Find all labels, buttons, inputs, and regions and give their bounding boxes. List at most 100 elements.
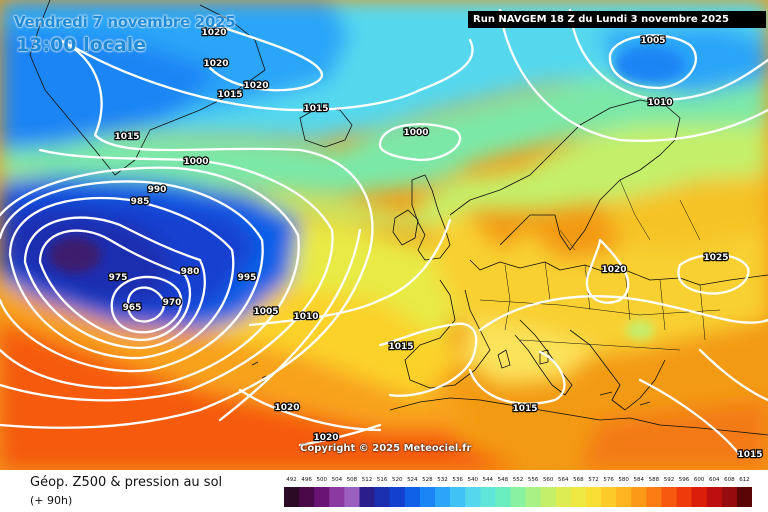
legend-swatch bbox=[706, 487, 723, 507]
legend-swatch bbox=[510, 487, 526, 507]
isobar-1020-north bbox=[208, 23, 324, 92]
isobar-label: 1010 bbox=[647, 98, 672, 108]
legend-swatch bbox=[299, 487, 315, 507]
model-run-banner: Run NAVGEM 18 Z du Lundi 3 novembre 2025 bbox=[468, 11, 766, 28]
forecast-lead-time: (+ 90h) bbox=[30, 494, 73, 507]
legend-label: 536 bbox=[452, 477, 463, 483]
north-africa-coast bbox=[389, 397, 768, 436]
greenland-coast bbox=[29, 0, 266, 176]
iceland-coast bbox=[299, 107, 353, 148]
isobar-1010-ne bbox=[568, 8, 768, 102]
isobar-990 bbox=[0, 180, 264, 373]
isobar-label: 1020 bbox=[203, 59, 228, 69]
forecast-map: 1020 1020 1020 1015 1015 1015 1000 1000 … bbox=[0, 0, 768, 470]
isobar-1005-ne bbox=[608, 34, 697, 90]
isobar-label: 1015 bbox=[737, 450, 762, 460]
geopotential-field bbox=[0, 0, 768, 470]
legend-swatch bbox=[450, 487, 466, 507]
legend-swatch bbox=[736, 487, 752, 507]
legend-swatch bbox=[389, 487, 406, 507]
legend-label: 548 bbox=[497, 477, 509, 483]
legend-swatch bbox=[495, 487, 511, 507]
iberia-coast bbox=[404, 279, 491, 389]
legend-swatch bbox=[721, 487, 738, 507]
great-britain-coast bbox=[411, 174, 451, 261]
legend-swatch bbox=[359, 487, 375, 507]
legend-label: 608 bbox=[724, 477, 735, 483]
legend-swatch bbox=[646, 487, 662, 507]
legend-label: 504 bbox=[331, 477, 343, 483]
isobar-1020-east bbox=[585, 238, 630, 304]
isobar-label: 1005 bbox=[253, 307, 278, 317]
legend-label: 556 bbox=[527, 477, 539, 483]
isobar-label: 990 bbox=[148, 185, 167, 195]
legend-label: 600 bbox=[693, 477, 705, 483]
legend-label: 540 bbox=[467, 477, 478, 483]
legend-swatch bbox=[329, 487, 345, 507]
isobar-label: 1015 bbox=[388, 342, 413, 352]
legend-swatch bbox=[661, 487, 677, 507]
legend-swatch bbox=[691, 487, 708, 507]
legend-swatch bbox=[555, 487, 572, 507]
isobar-label: 1025 bbox=[703, 253, 728, 263]
legend-value-labels: 492 496 500 504 508 512 516 520 524 528 532 536 540 5… bbox=[284, 477, 752, 487]
isobar-label: 985 bbox=[131, 197, 150, 207]
legend-label: 528 bbox=[422, 477, 433, 483]
legend-swatch bbox=[570, 487, 587, 507]
legend-swatch bbox=[631, 487, 647, 507]
legend-swatch bbox=[601, 487, 617, 507]
islands bbox=[251, 349, 651, 406]
isobar-970 bbox=[110, 275, 183, 334]
isobar-label: 1010 bbox=[293, 312, 318, 322]
isobar-label: 975 bbox=[109, 273, 128, 283]
isobar-975 bbox=[38, 229, 191, 342]
legend-swatch bbox=[314, 487, 330, 507]
legend-label: 572 bbox=[588, 477, 599, 483]
legend-swatch bbox=[525, 487, 542, 507]
isobar-label: 1000 bbox=[403, 128, 428, 138]
legend-swatch bbox=[616, 487, 632, 507]
legend-swatch bbox=[284, 487, 300, 507]
isobar-980 bbox=[23, 216, 206, 350]
legend-swatch bbox=[344, 487, 360, 507]
isobar-995 bbox=[0, 166, 300, 390]
land-outlines bbox=[29, 0, 768, 436]
isobar-lines bbox=[0, 8, 768, 457]
isobar-label: 1015 bbox=[512, 404, 537, 414]
isobar-1025 bbox=[677, 253, 750, 295]
isobar-1000 bbox=[0, 148, 334, 402]
legend-label: 516 bbox=[376, 477, 388, 483]
legend-label: 568 bbox=[573, 477, 584, 483]
isobar-1020-south bbox=[238, 388, 382, 447]
isobar-label: 1020 bbox=[313, 433, 338, 443]
legend-label: 560 bbox=[542, 477, 554, 483]
forecast-time: 13:00 locale bbox=[16, 34, 147, 56]
legend-label: 612 bbox=[739, 477, 750, 483]
isobar-1020-se bbox=[478, 295, 768, 332]
copyright-notice: Copyright © 2025 Meteociel.fr bbox=[300, 443, 472, 454]
legend-label: 592 bbox=[663, 477, 675, 483]
legend-label: 596 bbox=[678, 477, 690, 483]
legend-label: 564 bbox=[558, 477, 569, 483]
isobar-1005 bbox=[0, 38, 374, 429]
isobar-labels: 1020 1020 1020 1015 1015 1015 1000 1000 … bbox=[107, 27, 763, 461]
isobar-label: 980 bbox=[181, 267, 200, 277]
legend-swatch bbox=[374, 487, 391, 507]
isobar-1010 bbox=[218, 218, 452, 422]
legend-label: 580 bbox=[618, 477, 629, 483]
isobar-1000b bbox=[378, 123, 462, 162]
legend-swatch bbox=[404, 487, 421, 507]
isobar-label: 1020 bbox=[601, 265, 626, 275]
isobar-label: 1020 bbox=[201, 28, 226, 38]
isobar-965 bbox=[126, 286, 165, 323]
map-product-title: Géop. Z500 & pression au sol bbox=[30, 475, 223, 490]
legend-swatch bbox=[480, 487, 496, 507]
legend-label: 532 bbox=[437, 477, 448, 483]
isobar-label: 965 bbox=[123, 303, 142, 313]
legend-swatch bbox=[540, 487, 557, 507]
legend-label: 552 bbox=[512, 477, 524, 483]
isobar-985 bbox=[8, 196, 235, 360]
ireland-coast bbox=[392, 209, 419, 246]
map-footer: Géop. Z500 & pression au sol (+ 90h) 492… bbox=[0, 470, 768, 512]
